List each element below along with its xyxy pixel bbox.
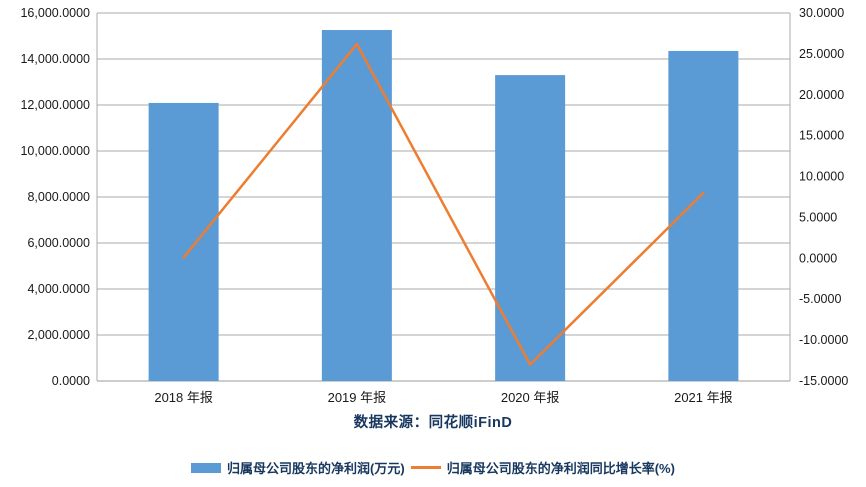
combo-chart: 0.0000 2,000.0000 4,000.0000 6,000.0000 8,00… [20, 6, 848, 405]
y-axis-left-tick-label: 14,000.0000 [20, 52, 90, 66]
bar [495, 75, 566, 381]
y-axis-right-tick-label: 0.0000 [799, 251, 837, 265]
legend-label-net-profit: 归属母公司股东的净利润(万元) [227, 461, 405, 476]
y-axis-left-tick-label: 0.0000 [52, 374, 90, 388]
y-axis-right-tick-label: 10.0000 [799, 170, 844, 184]
legend-item-growth-rate: 归属母公司股东的净利润同比增长率(%) [410, 458, 675, 477]
chart-legend: 归属母公司股东的净利润(万元) 归属母公司股东的净利润同比增长率(%) [0, 458, 866, 477]
y-axis-left-tick-label: 10,000.0000 [20, 144, 90, 158]
y-axis-right-tick-label: 20.0000 [799, 88, 844, 102]
y-axis-left-tick-label: 8,000.0000 [27, 190, 90, 204]
bar-series-swatch-icon [191, 462, 222, 473]
y-axis-left-tick-label: 4,000.0000 [27, 282, 90, 296]
y-axis-left-tick-label: 16,000.0000 [20, 6, 90, 20]
bar [321, 30, 392, 382]
legend-item-net-profit: 归属母公司股东的净利润(万元) [191, 458, 405, 477]
y-axis-right-tick-label: 25.0000 [799, 47, 844, 61]
x-axis-category-label: 2018 年报 [154, 390, 213, 405]
y-axis-left-tick-label: 2,000.0000 [27, 328, 90, 342]
y-axis-right-tick-label: 30.0000 [799, 6, 844, 20]
data-source-caption: 数据来源：同花顺iFinD [353, 415, 513, 431]
x-axis-category-label: 2021 年报 [674, 390, 733, 405]
y-axis-left-tick-label: 12,000.0000 [20, 98, 90, 112]
line-series-swatch-icon [410, 466, 441, 469]
x-axis-category-label: 2019 年报 [328, 390, 387, 405]
y-axis-left-tick-label: 6,000.0000 [27, 236, 90, 250]
y-axis-right-tick-label: -15.0000 [799, 374, 848, 388]
growth-line [182, 42, 705, 366]
x-axis-category-label: 2020 年报 [501, 390, 560, 405]
y-axis-right-tick-label: -5.0000 [799, 292, 841, 306]
y-axis-right-tick-label: 5.0000 [799, 210, 837, 224]
y-axis-right-tick-label: 15.0000 [799, 129, 844, 143]
y-axis-right-tick-label: -10.0000 [799, 333, 848, 347]
legend-label-growth-rate: 归属母公司股东的净利润同比增长率(%) [446, 461, 675, 476]
bar [148, 102, 219, 382]
